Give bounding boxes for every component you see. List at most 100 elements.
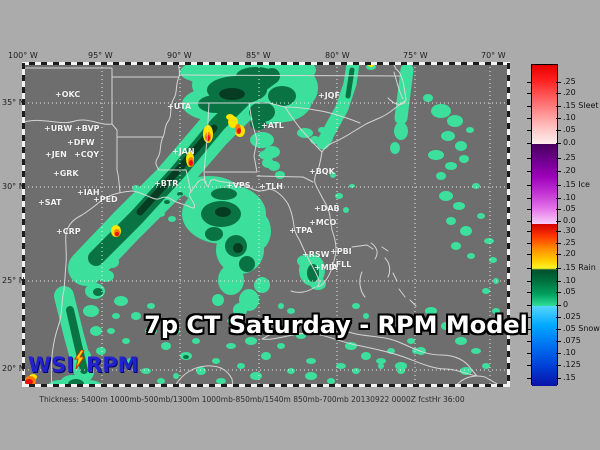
legend-tick-label: 0 [563, 300, 569, 309]
legend-tick-left [527, 221, 532, 222]
legend-tick-right [556, 185, 561, 186]
legend-tick-right [556, 198, 561, 199]
legend-tick-right [556, 353, 561, 354]
city-label-bqk: +BQK [309, 167, 335, 176]
city-label-dfw: +DFW [67, 138, 95, 147]
city-label-cqy: +CQY [74, 150, 100, 159]
legend-tick-right [556, 221, 561, 222]
legend-tick-left [527, 118, 532, 119]
storm-cells [24, 63, 374, 386]
legend-tick-label: .10 [563, 113, 576, 122]
city-label-ped: +PED [93, 195, 118, 204]
legend-tick-label: .10 [563, 193, 576, 202]
legend-tick-label: .10 [563, 276, 576, 285]
legend-tick-right [556, 268, 561, 269]
city-label-pbi: +PBI [330, 247, 352, 256]
legend-tick-left [527, 130, 532, 131]
legend-tick-left [527, 281, 532, 282]
legend-tick-left [527, 317, 532, 318]
axis-label-longitude: 75° W [403, 51, 428, 60]
city-label-tpa: +TPA [289, 226, 313, 235]
axis-label-latitude: 25° N [2, 276, 25, 285]
map-border-right [507, 62, 510, 387]
legend-tick-left [527, 341, 532, 342]
legend-tick-label: .125 [563, 360, 581, 369]
axis-label-longitude: 85° W [246, 51, 271, 60]
legend-tick-left [527, 158, 532, 159]
legend-tick-right [556, 82, 561, 83]
legend-tick-right [556, 305, 561, 306]
city-label-okc: +OKC [55, 90, 81, 99]
legend-tick-right [556, 231, 561, 232]
legend-tick-left [527, 143, 532, 144]
legend-tick-right [556, 365, 561, 366]
legend-tick-right [556, 158, 561, 159]
legend-tick-label: .30 [563, 226, 576, 235]
legend-tick-label: .25 [563, 77, 576, 86]
city-label-crp: +CRP [56, 227, 81, 236]
legend-color-bar [531, 64, 558, 386]
map-graphics [24, 63, 508, 386]
legend-tick-label: .15 Rain [563, 263, 596, 272]
legend-tick-label: .05 Snow [563, 324, 600, 333]
legend-tick-label: .15 Sleet [563, 101, 599, 110]
city-label-jqf: +JQF [318, 91, 340, 100]
city-label-rsw: +RSW [302, 250, 330, 259]
legend-tick-right [556, 243, 561, 244]
axis-label-longitude: 90° W [167, 51, 192, 60]
legend-tick-left [527, 82, 532, 83]
legend-tick-right [556, 329, 561, 330]
legend-tick-left [527, 353, 532, 354]
legend-tick-left [527, 198, 532, 199]
legend-tick-right [556, 171, 561, 172]
legend-tick-right [556, 209, 561, 210]
lightning-bolt-icon [74, 349, 86, 375]
legend-tick-label: .05 [563, 287, 576, 296]
city-label-btr: +BTR [154, 179, 179, 188]
city-label-vps: +VPS [226, 181, 251, 190]
legend-tick-label: .05 [563, 125, 576, 134]
city-label-mia: +MIA [314, 263, 338, 272]
forecast-title-overlay: 7p CT Saturday - RPM Model [144, 311, 528, 339]
legend-tick-label: 0.0 [563, 138, 576, 147]
map-border-top [23, 62, 510, 65]
axis-label-longitude: 100° W [8, 51, 38, 60]
legend-ice-gradient [532, 144, 557, 224]
legend-tick-left [527, 93, 532, 94]
legend-tick-label: .20 [563, 166, 576, 175]
city-label-mco: +MCO [309, 218, 337, 227]
legend-tick-label: .075 [563, 336, 581, 345]
graticule [24, 63, 508, 386]
thickness-caption: Thickness: 5400m 1000mb-500mb/1300m 1000… [39, 395, 465, 404]
legend-snow-gradient [532, 306, 557, 386]
legend-tick-label: 0.0 [563, 216, 576, 225]
map-border-bottom [23, 384, 510, 387]
legend-tick-left [527, 305, 532, 306]
legend-tick-left [527, 243, 532, 244]
city-label-atl: +ATL [261, 121, 284, 130]
legend-tick-left [527, 231, 532, 232]
legend-tick-left [527, 378, 532, 379]
coastlines-borders [24, 63, 500, 386]
legend-rain-gradient [532, 224, 557, 306]
legend-tick-label: .20 [563, 88, 576, 97]
axis-label-longitude: 95° W [88, 51, 113, 60]
legend-tick-right [556, 281, 561, 282]
legend-tick-label: .025 [563, 312, 581, 321]
logo-wsi-text: WSI [28, 352, 75, 377]
legend-tick-right [556, 378, 561, 379]
axis-label-latitude: 20° N [2, 364, 25, 373]
map-border-left [22, 62, 25, 387]
city-label-dab: +DAB [314, 204, 340, 213]
legend-tick-right [556, 106, 561, 107]
legend-tick-label: .05 [563, 204, 576, 213]
map-canvas [24, 63, 508, 386]
axis-label-longitude: 70° W [481, 51, 506, 60]
logo-rpm-text: RPM [86, 352, 139, 377]
wsi-rpm-logo: WSI RPM [28, 349, 139, 377]
axis-label-longitude: 80° W [325, 51, 350, 60]
legend-tick-left [527, 268, 532, 269]
legend-tick-label: .15 [563, 373, 576, 382]
city-label-iah: +IAH [77, 188, 100, 197]
